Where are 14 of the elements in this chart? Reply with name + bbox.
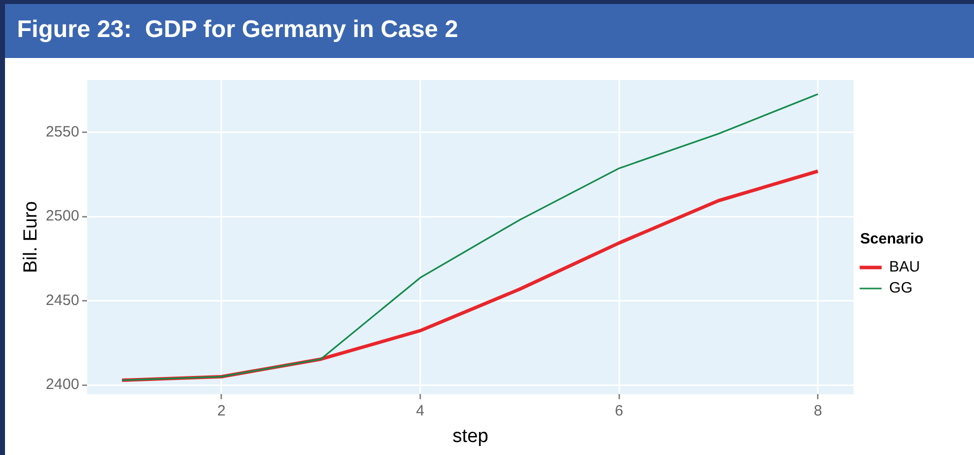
x-tick-label: 8: [814, 402, 822, 420]
x-axis-title: step: [452, 426, 488, 447]
y-tick-label: 2550: [46, 123, 80, 140]
y-tick-label: 2450: [46, 292, 80, 309]
y-tick-label: 2400: [46, 376, 80, 394]
x-tick-label: 6: [614, 402, 624, 420]
x-tick-label: 2: [217, 402, 226, 420]
legend-title: Scenario: [860, 230, 924, 248]
x-tick-label: 4: [416, 402, 424, 420]
chart-title: Figure 23: GDP for Germany in Case 2: [16, 15, 460, 44]
y-tick-label: 2500: [46, 208, 80, 225]
y-axis-title: Bil. Euro: [20, 201, 42, 274]
legend-label: BAU: [889, 258, 920, 276]
legend-label: GG: [889, 280, 912, 297]
